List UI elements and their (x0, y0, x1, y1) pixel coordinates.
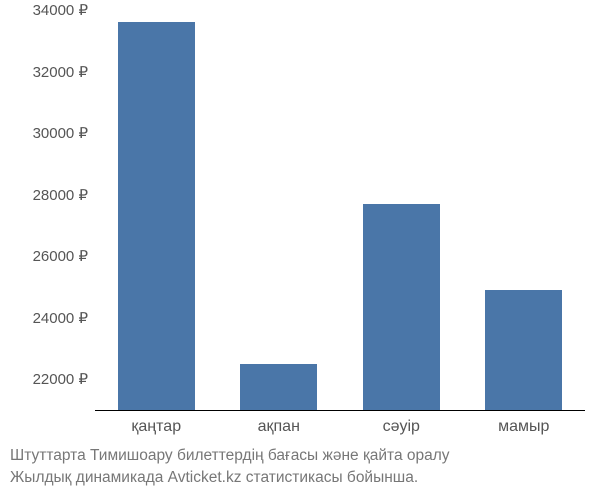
price-chart: 22000 ₽ 24000 ₽ 26000 ₽ 28000 ₽ 30000 ₽ 32000… (0, 0, 600, 500)
y-tick-label: 34000 ₽ (0, 1, 88, 19)
y-tick-label: 30000 ₽ (0, 124, 88, 142)
bar (240, 364, 317, 410)
plot-area (95, 10, 585, 411)
caption-line-2: Жылдық динамикада Avticket.kz статистика… (10, 467, 450, 489)
x-tick-label: мамыр (498, 418, 549, 436)
x-tick-label: қаңтар (131, 418, 181, 436)
y-tick-label: 26000 ₽ (0, 247, 88, 265)
y-tick-label: 28000 ₽ (0, 186, 88, 204)
x-tick-label: ақпан (258, 418, 300, 436)
y-tick-label: 24000 ₽ (0, 309, 88, 327)
x-tick-label: сәуір (383, 418, 420, 436)
bar (118, 22, 195, 410)
caption-line-1: Штуттарта Тимишоару билеттердің бағасы ж… (10, 445, 450, 467)
bar (485, 290, 562, 410)
chart-caption: Штуттарта Тимишоару билеттердің бағасы ж… (10, 445, 450, 488)
y-tick-label: 22000 ₽ (0, 370, 88, 388)
bar (363, 204, 440, 410)
y-tick-label: 32000 ₽ (0, 63, 88, 81)
